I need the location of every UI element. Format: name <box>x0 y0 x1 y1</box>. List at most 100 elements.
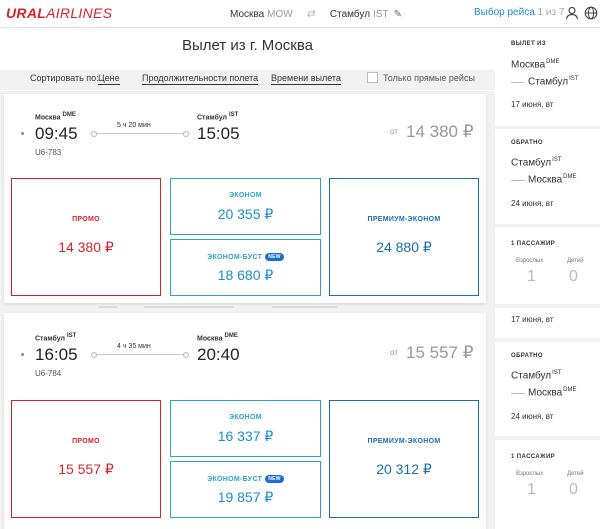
sort-by-price[interactable]: Цене <box>98 73 120 85</box>
fare-promo[interactable]: ПРОМО 15 557 ₽ <box>11 400 161 518</box>
flight-duration: 5 ч 20 мин <box>117 122 151 129</box>
children-count: 0 <box>569 268 578 285</box>
fare-price: 15 557 ₽ <box>58 461 114 477</box>
fare-economy-boost[interactable]: ЭКОНОМ-БУСТ NEW 19 857 ₽ <box>170 461 321 518</box>
children-label: Детей <box>567 471 584 477</box>
fare-name: ПРОМО <box>72 438 100 445</box>
fare-name: ЭКОНОМ-БУСТ NEW <box>171 253 320 261</box>
passengers-summary: 1 ПАССАЖИР Взрослых 1 Детей 0 <box>495 440 600 529</box>
duration-line <box>91 352 189 358</box>
fare-name: ПРЕМИУМ-ЭКОНОМ <box>367 438 441 445</box>
departure-city: Москва DME <box>35 112 76 122</box>
passengers-summary: 1 ПАССАЖИР Взрослых 1 Детей 0 <box>495 227 600 304</box>
section-heading: ВЫЛЕТ ИЗ <box>511 41 547 47</box>
step-title: Выбор рейса <box>474 7 535 18</box>
page-title: Вылет из г. Москва <box>181 37 314 54</box>
from-city: СтамбулIST <box>511 157 562 169</box>
children-count: 0 <box>569 481 578 498</box>
route-arrow <box>511 82 525 83</box>
to-city: МоскваDME <box>528 174 577 186</box>
from-city: СтамбулIST <box>511 370 562 382</box>
fare-name: ПРОМО <box>72 216 100 223</box>
fare-name: ЭКОНОМ-БУСТ NEW <box>171 475 320 483</box>
arrival-time: 20:40 <box>197 345 240 364</box>
route-arrow <box>511 180 525 181</box>
fare-economy[interactable]: ЭКОНОМ 16 337 ₽ <box>170 400 321 457</box>
section-heading: ОБРАТНО <box>511 140 543 146</box>
user-icon[interactable] <box>565 6 579 20</box>
lowest-price: 15 557 ₽ <box>406 343 474 362</box>
arrival-time: 15:05 <box>197 124 240 143</box>
sort-by-duration[interactable]: Продолжительности полета <box>142 73 259 85</box>
fare-price: 14 380 ₽ <box>58 239 114 255</box>
route-summary[interactable]: Москва MOW ⇄ Стамбул IST ✎ <box>230 7 402 20</box>
pencil-icon[interactable]: ✎ <box>393 9 402 20</box>
fare-premium-economy[interactable]: ПРЕМИУМ-ЭКОНОМ 20 312 ₽ <box>329 400 479 518</box>
date: 24 июня, вт <box>511 199 554 208</box>
destination-code: IST <box>373 9 389 20</box>
new-badge: NEW <box>265 253 284 261</box>
duration-line <box>91 131 189 137</box>
origin-code: MOW <box>267 9 293 20</box>
fare-economy[interactable]: ЭКОНОМ 20 355 ₽ <box>170 178 321 235</box>
children-label: Детей <box>567 258 584 264</box>
ural-airlines-logo[interactable]: URALAIRLINES <box>6 5 113 21</box>
fare-name: ПРЕМИУМ-ЭКОНОМ <box>367 216 441 223</box>
trip-summary-sidebar: ВЫЛЕТ ИЗ МоскваDME СтамбулIST 17 июня, в… <box>495 28 600 529</box>
return-summary: ОБРАТНО СтамбулIST МоскваDME 24 июня, вт <box>495 129 600 224</box>
sort-bar: Сортировать по: Цене Продолжительности п… <box>0 70 495 90</box>
fare-price: 20 312 ₽ <box>376 461 432 477</box>
section-heading: 1 ПАССАЖИР <box>511 454 556 460</box>
date: 17 июня, вт <box>511 100 554 109</box>
section-heading: ОБРАТНО <box>511 353 543 359</box>
return-summary: ОБРАТНО СтамбулIST МоскваDME 24 июня, вт <box>495 342 600 436</box>
card-divider <box>4 303 486 311</box>
direct-only-checkbox[interactable] <box>367 72 378 83</box>
fare-name: ЭКОНОМ <box>229 414 262 421</box>
step-counter: 1 из 7 <box>537 7 565 18</box>
adults-label: Взрослых <box>516 258 544 264</box>
direct-only-label: Только прямые рейсы <box>383 73 475 83</box>
to-city: МоскваDME <box>528 387 577 399</box>
date: 17 июня, вт <box>511 315 554 324</box>
arrival-city: Москва DME <box>197 333 238 343</box>
arrival-city: Стамбул IST <box>197 112 239 122</box>
top-header: URALAIRLINES Москва MOW ⇄ Стамбул IST ✎ Выбор… <box>0 0 600 28</box>
sort-by-departure[interactable]: Времени вылета <box>271 73 341 85</box>
price-from-label: от <box>390 348 398 357</box>
chevron-down-icon: ⌄ <box>567 7 576 18</box>
flight-number: U6-784 <box>35 369 62 378</box>
to-city: СтамбулIST <box>528 76 579 88</box>
route-arrow <box>511 393 525 394</box>
flight-duration: 4 ч 35 мин <box>117 343 151 350</box>
fare-price: 24 880 ₽ <box>376 239 432 255</box>
sort-label: Сортировать по: <box>30 73 99 83</box>
adults-count: 1 <box>527 481 536 498</box>
departure-time: 09:45 <box>35 124 78 143</box>
results-panel: Вылет из г. Москва Сортировать по: Цене … <box>0 28 495 529</box>
lowest-price: 14 380 ₽ <box>406 122 474 141</box>
price-from-label: от <box>390 127 398 136</box>
outbound-summary: ВЫЛЕТ ИЗ МоскваDME СтамбулIST 17 июня, в… <box>495 28 600 126</box>
fare-economy-boost[interactable]: ЭКОНОМ-БУСТ NEW 18 680 ₽ <box>170 239 321 296</box>
step-selector[interactable]: Выбор рейса 1 из 7 ⌄ <box>474 7 576 18</box>
adults-count: 1 <box>527 268 536 285</box>
fare-promo[interactable]: ПРОМО 14 380 ₽ <box>11 178 161 296</box>
fare-price: 18 680 ₽ <box>217 267 274 283</box>
fare-premium-economy[interactable]: ПРЕМИУМ-ЭКОНОМ 24 880 ₽ <box>329 178 479 296</box>
flight-card: Стамбул IST 16:05 U6-784 4 ч 35 мин Москв… <box>4 313 486 529</box>
fare-price: 20 355 ₽ <box>217 206 274 222</box>
section-heading: 1 ПАССАЖИР <box>511 241 556 247</box>
fare-price: 16 337 ₽ <box>217 428 274 444</box>
globe-icon[interactable] <box>584 6 598 20</box>
departure-city: Стамбул IST <box>35 333 77 343</box>
origin-city: Москва <box>230 9 265 20</box>
departure-time: 16:05 <box>35 345 78 364</box>
fare-price: 19 857 ₽ <box>217 489 274 505</box>
from-city: МоскваDME <box>511 59 560 71</box>
flight-number: U6-783 <box>35 148 62 157</box>
destination-city: Стамбул <box>329 9 371 20</box>
new-badge: NEW <box>265 475 284 483</box>
date: 24 июня, вт <box>511 412 554 421</box>
swap-arrows-icon[interactable]: ⇄ <box>306 8 316 20</box>
